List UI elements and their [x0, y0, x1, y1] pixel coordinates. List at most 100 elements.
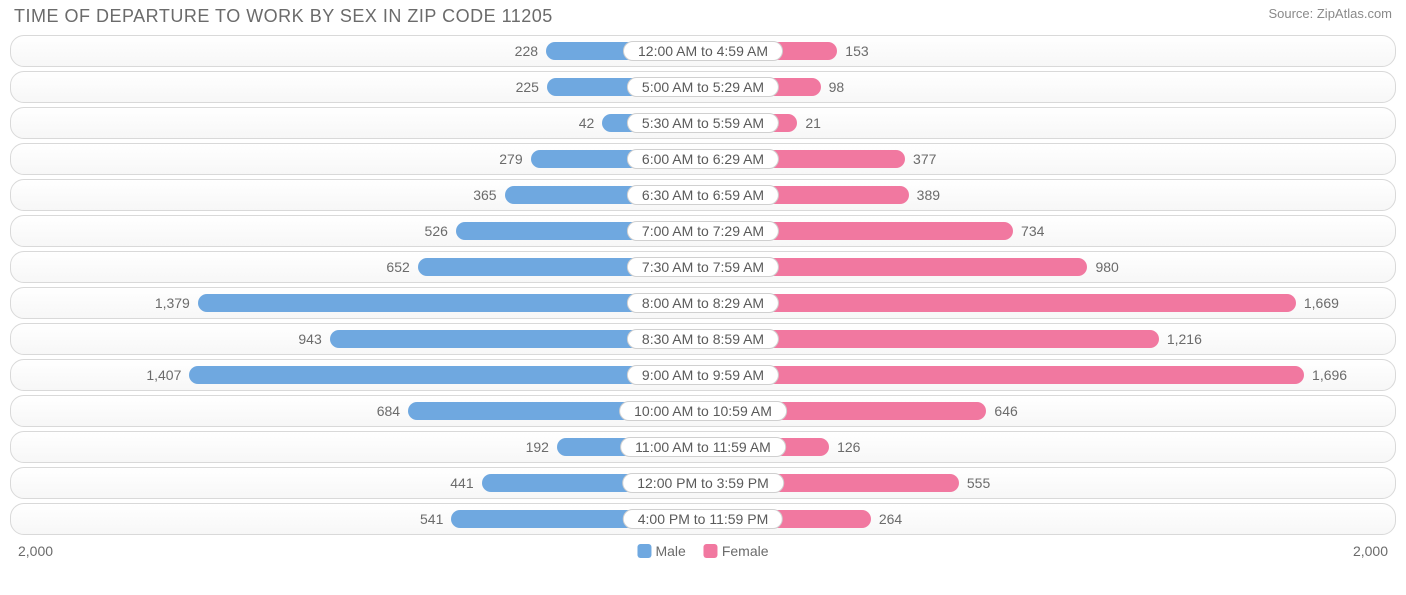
chart-row: 225 98 5:00 AM to 5:29 AM — [10, 71, 1396, 103]
row-time-label: 5:00 AM to 5:29 AM — [627, 77, 779, 97]
row-half-female: 153 — [703, 36, 1395, 66]
row-half-female: 646 — [703, 396, 1395, 426]
row-time-label: 12:00 PM to 3:59 PM — [622, 473, 784, 493]
chart-row: 192 126 11:00 AM to 11:59 AM — [10, 431, 1396, 463]
row-half-female: 1,696 — [703, 360, 1395, 390]
bar-female: 1,696 — [703, 366, 1304, 384]
value-female: 21 — [797, 115, 821, 131]
diverging-bar-chart: 228 153 12:00 AM to 4:59 AM 225 98 5:00 AM to… — [10, 35, 1396, 535]
axis-max-left: 2,000 — [18, 543, 53, 559]
chart-footer: 2,000 Male Female 2,000 — [10, 539, 1396, 559]
value-female: 389 — [909, 187, 940, 203]
chart-row: 441 555 12:00 PM to 3:59 PM — [10, 467, 1396, 499]
row-half-male: 684 — [11, 396, 703, 426]
chart-row: 526 734 7:00 AM to 7:29 AM — [10, 215, 1396, 247]
chart-row: 652 980 7:30 AM to 7:59 AM — [10, 251, 1396, 283]
value-male: 1,379 — [155, 295, 198, 311]
chart-title: TIME OF DEPARTURE TO WORK BY SEX IN ZIP … — [14, 6, 553, 27]
legend-swatch-male — [637, 544, 651, 558]
row-half-female: 21 — [703, 108, 1395, 138]
row-half-female: 389 — [703, 180, 1395, 210]
value-male: 943 — [298, 331, 329, 347]
row-time-label: 12:00 AM to 4:59 AM — [623, 41, 783, 61]
value-female: 153 — [837, 43, 868, 59]
value-female: 555 — [959, 475, 990, 491]
value-female: 734 — [1013, 223, 1044, 239]
row-half-female: 1,669 — [703, 288, 1395, 318]
value-female: 1,696 — [1304, 367, 1347, 383]
row-half-female: 555 — [703, 468, 1395, 498]
row-time-label: 8:30 AM to 8:59 AM — [627, 329, 779, 349]
row-half-female: 980 — [703, 252, 1395, 282]
value-female: 646 — [986, 403, 1017, 419]
row-half-male: 1,407 — [11, 360, 703, 390]
value-male: 652 — [386, 259, 417, 275]
chart-row: 684 646 10:00 AM to 10:59 AM — [10, 395, 1396, 427]
row-half-male: 225 — [11, 72, 703, 102]
row-half-male: 943 — [11, 324, 703, 354]
bar-female: 1,669 — [703, 294, 1296, 312]
row-half-female: 734 — [703, 216, 1395, 246]
row-half-male: 228 — [11, 36, 703, 66]
chart-source: Source: ZipAtlas.com — [1268, 6, 1392, 21]
legend-swatch-female — [704, 544, 718, 558]
row-half-female: 98 — [703, 72, 1395, 102]
chart-header: TIME OF DEPARTURE TO WORK BY SEX IN ZIP … — [10, 6, 1396, 35]
row-time-label: 4:00 PM to 11:59 PM — [623, 509, 783, 529]
row-half-female: 126 — [703, 432, 1395, 462]
row-time-label: 10:00 AM to 10:59 AM — [619, 401, 787, 421]
row-half-male: 441 — [11, 468, 703, 498]
row-half-male: 652 — [11, 252, 703, 282]
value-female: 264 — [871, 511, 902, 527]
chart-row: 541 264 4:00 PM to 11:59 PM — [10, 503, 1396, 535]
value-female: 126 — [829, 439, 860, 455]
row-half-male: 42 — [11, 108, 703, 138]
value-male: 365 — [473, 187, 504, 203]
chart-row: 943 1,216 8:30 AM to 8:59 AM — [10, 323, 1396, 355]
row-time-label: 7:30 AM to 7:59 AM — [627, 257, 779, 277]
row-half-male: 1,379 — [11, 288, 703, 318]
value-male: 441 — [450, 475, 481, 491]
value-female: 377 — [905, 151, 936, 167]
value-male: 684 — [377, 403, 408, 419]
chart-row: 1,379 1,6698:00 AM to 8:29 AM — [10, 287, 1396, 319]
value-male: 225 — [516, 79, 547, 95]
value-male: 42 — [579, 115, 603, 131]
row-time-label: 11:00 AM to 11:59 AM — [620, 437, 786, 457]
row-time-label: 8:00 AM to 8:29 AM — [627, 293, 779, 313]
row-half-male: 279 — [11, 144, 703, 174]
row-half-male: 365 — [11, 180, 703, 210]
row-half-female: 264 — [703, 504, 1395, 534]
value-male: 526 — [425, 223, 456, 239]
chart-row: 42 21 5:30 AM to 5:59 AM — [10, 107, 1396, 139]
row-time-label: 5:30 AM to 5:59 AM — [627, 113, 779, 133]
chart-row: 365 389 6:30 AM to 6:59 AM — [10, 179, 1396, 211]
row-half-male: 526 — [11, 216, 703, 246]
row-half-male: 541 — [11, 504, 703, 534]
axis-max-right: 2,000 — [1353, 543, 1388, 559]
row-time-label: 7:00 AM to 7:29 AM — [627, 221, 779, 241]
legend-item-female: Female — [704, 543, 769, 559]
legend-item-male: Male — [637, 543, 685, 559]
row-time-label: 6:30 AM to 6:59 AM — [627, 185, 779, 205]
chart-row: 228 153 12:00 AM to 4:59 AM — [10, 35, 1396, 67]
value-male: 279 — [499, 151, 530, 167]
row-time-label: 9:00 AM to 9:59 AM — [627, 365, 779, 385]
value-male: 541 — [420, 511, 451, 527]
chart-row: 279 377 6:00 AM to 6:29 AM — [10, 143, 1396, 175]
value-female: 98 — [821, 79, 845, 95]
legend-label-male: Male — [655, 543, 685, 559]
row-time-label: 6:00 AM to 6:29 AM — [627, 149, 779, 169]
row-half-male: 192 — [11, 432, 703, 462]
value-male: 228 — [515, 43, 546, 59]
chart-row: 1,4071,6969:00 AM to 9:59 AM — [10, 359, 1396, 391]
chart-legend: Male Female — [637, 543, 768, 559]
legend-label-female: Female — [722, 543, 769, 559]
value-female: 1,216 — [1159, 331, 1202, 347]
chart-container: TIME OF DEPARTURE TO WORK BY SEX IN ZIP … — [0, 0, 1406, 595]
value-female: 980 — [1087, 259, 1118, 275]
value-male: 192 — [526, 439, 557, 455]
row-half-female: 1,216 — [703, 324, 1395, 354]
value-male: 1,407 — [146, 367, 189, 383]
row-half-female: 377 — [703, 144, 1395, 174]
